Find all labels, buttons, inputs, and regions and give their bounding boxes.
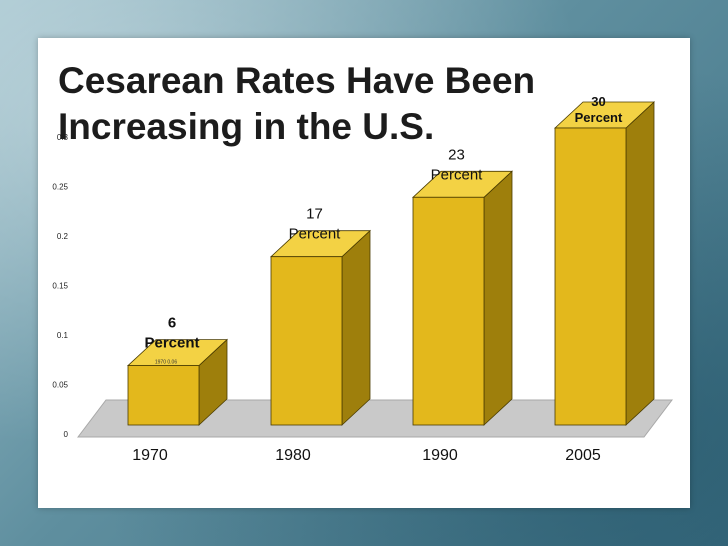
slide-title: Cesarean Rates Have Been Increasing in t… (58, 58, 598, 150)
title-line-1: Cesarean Rates Have Been (58, 60, 536, 101)
bar-side-2005 (625, 101, 655, 426)
y-tick-label: 0.1 (57, 331, 69, 340)
bar-2005 (554, 127, 627, 426)
data-label-value: 17 (306, 206, 323, 223)
chart-floor (76, 399, 674, 438)
category-label-1980: 1980 (275, 447, 311, 464)
category-label-1990: 1990 (422, 447, 458, 464)
inner-data-label: 1970 0.06 (155, 360, 177, 366)
data-label-unit: Percent (289, 226, 342, 243)
bar-side-1990 (483, 170, 513, 426)
y-tick-label: 0.2 (57, 232, 69, 241)
data-label-unit: Percent (431, 166, 484, 183)
data-label-value: 30 (591, 94, 605, 109)
y-tick-label: 0.15 (52, 282, 68, 291)
data-label-unit: Percent (144, 335, 199, 352)
y-tick-label: 0.05 (52, 381, 68, 390)
bar-1970 (127, 365, 200, 426)
bar-1990 (412, 196, 485, 426)
data-label-value: 23 (448, 146, 465, 163)
title-line-2: Increasing in the U.S. (58, 106, 435, 147)
y-tick-label: 0 (64, 430, 69, 439)
data-label-value: 6 (168, 315, 176, 332)
bar-1980 (270, 256, 343, 426)
bar-side-1980 (341, 229, 371, 426)
y-tick-label: 0.3 (57, 133, 69, 142)
y-tick-label: 0.25 (52, 183, 68, 192)
data-label-unit: Percent (575, 110, 623, 125)
category-label-2005: 2005 (565, 447, 601, 464)
category-label-1970: 1970 (132, 447, 168, 464)
